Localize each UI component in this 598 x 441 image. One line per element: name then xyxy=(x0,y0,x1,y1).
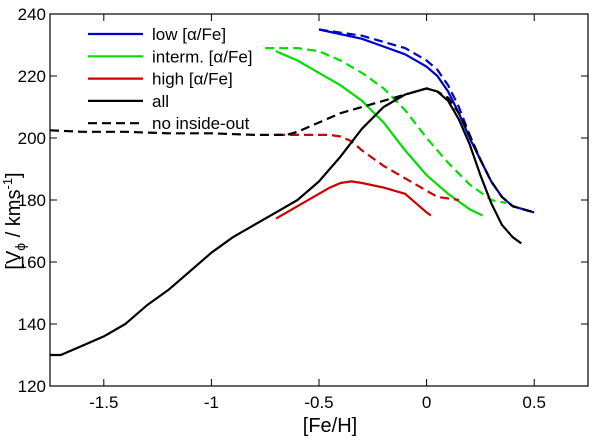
x-tick-label: -1.5 xyxy=(89,393,118,412)
y-axis-label-main: [V xyxy=(3,250,25,270)
legend-label: all xyxy=(152,92,169,111)
y-axis-label: [Vϕ / kms-1] xyxy=(0,172,28,269)
y-tick-label: 140 xyxy=(18,315,46,334)
legend-label: high [α/Fe] xyxy=(152,70,233,89)
series-line-5 xyxy=(276,133,460,202)
legend-label: low [α/Fe] xyxy=(152,25,226,44)
y-axis-label-end: ] xyxy=(3,172,25,178)
series-line-1 xyxy=(318,28,535,214)
axes-layer: -1.5 -1 -0.5 0 0.5 120 140 160 180 200 220 240 xyxy=(18,5,589,412)
y-tick-label: 220 xyxy=(18,67,46,86)
x-tick-label: -0.5 xyxy=(304,393,333,412)
legend-label: interm. [α/Fe] xyxy=(152,47,253,66)
x-tick-label: -1 xyxy=(204,393,219,412)
series-layer xyxy=(49,28,535,357)
series-line-4 xyxy=(275,180,432,220)
y-axis-label-sub: ϕ xyxy=(12,243,28,251)
y-axis-label-mid: / kms xyxy=(3,190,25,243)
series-line-7 xyxy=(49,87,535,214)
y-tick-label: 180 xyxy=(18,191,46,210)
series-line-0 xyxy=(318,28,535,214)
x-tick-label: 0 xyxy=(422,393,431,412)
y-tick-label: 160 xyxy=(18,253,46,272)
y-tick-label: 120 xyxy=(18,377,46,396)
x-tick-label: 0.5 xyxy=(522,393,546,412)
legend: low [α/Fe] interm. [α/Fe] high [α/Fe] all no… xyxy=(88,25,253,133)
y-axis-label-sup: -1 xyxy=(0,178,15,190)
legend-label: no inside-out xyxy=(152,114,250,133)
y-tick-label: 200 xyxy=(18,129,46,148)
series-line-3 xyxy=(265,47,507,205)
series-line-6 xyxy=(50,87,522,357)
x-axis-label: [Fe/H] xyxy=(303,415,357,437)
y-tick-label: 240 xyxy=(18,5,46,24)
plot-frame xyxy=(49,13,589,387)
